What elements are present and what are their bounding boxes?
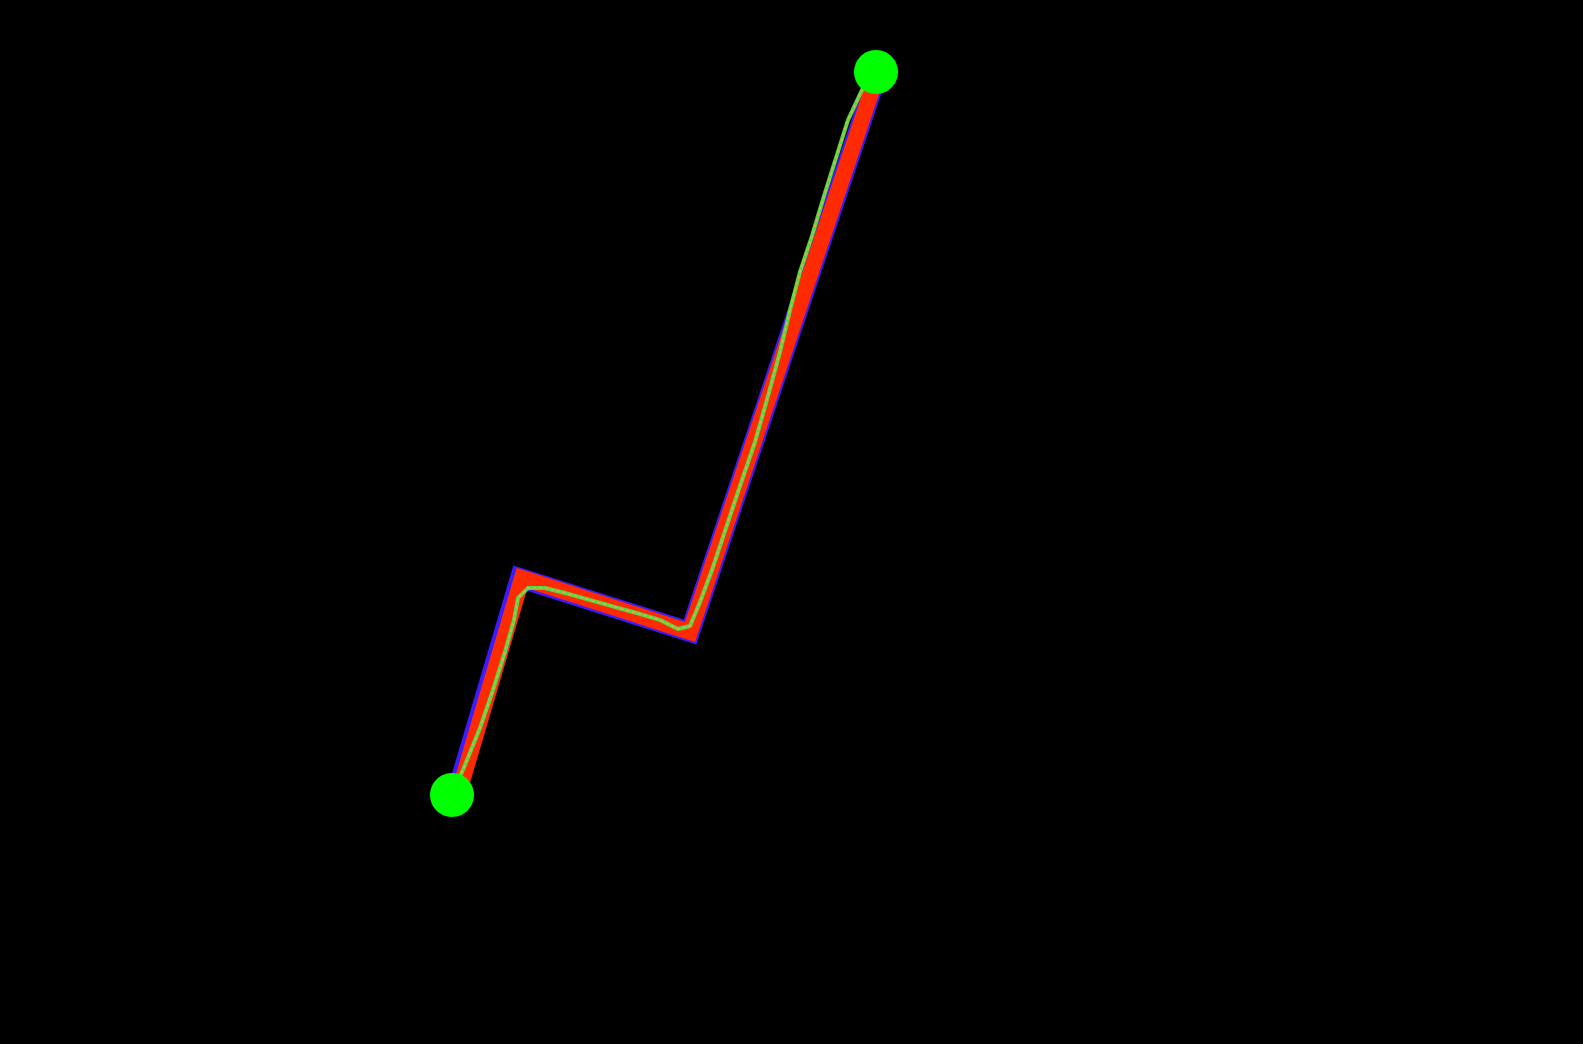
start-endpoint-marker (430, 773, 474, 817)
end-endpoint-marker (854, 50, 898, 94)
path-band (450, 69, 886, 798)
path-band-edge (446, 68, 888, 798)
traced-route (450, 70, 877, 797)
traced-route-dashes (451, 71, 876, 796)
